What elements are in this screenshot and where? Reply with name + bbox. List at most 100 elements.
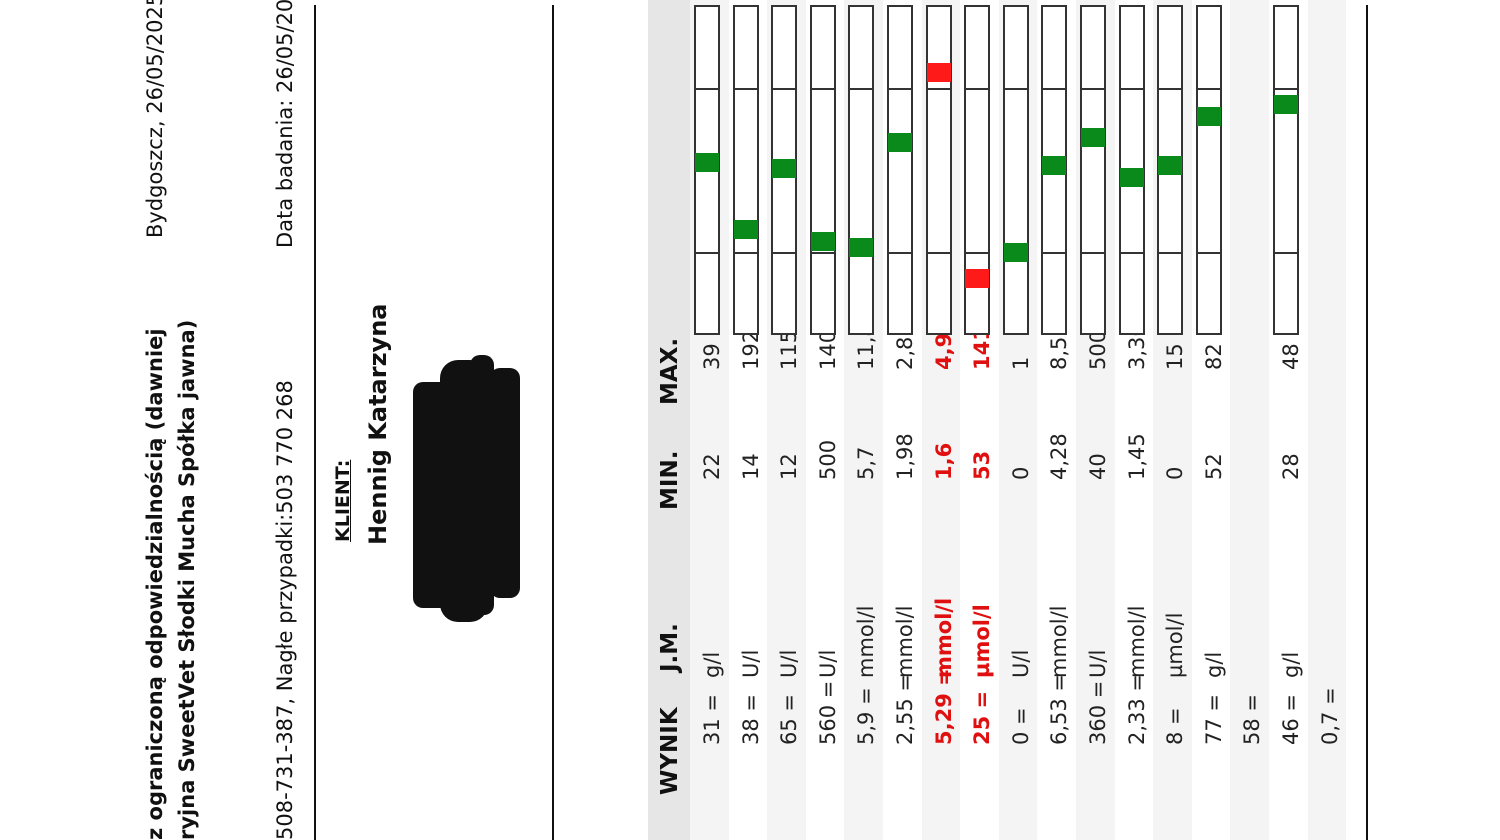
- range-min-line: [1157, 252, 1184, 254]
- result-marker-normal: [888, 133, 912, 153]
- min-value: 40: [1086, 453, 1110, 480]
- divider-line: [314, 5, 316, 840]
- range-max-line: [1041, 88, 1068, 90]
- result-value: 560 =: [815, 680, 840, 745]
- unit-label: U/l: [738, 649, 763, 678]
- range-max-line: [732, 88, 759, 90]
- range-max-line: [1118, 88, 1145, 90]
- range-max-line: [1080, 88, 1106, 90]
- unit-label: U/l: [1008, 649, 1033, 678]
- range-min-line: [1195, 252, 1222, 254]
- max-value: 39: [700, 343, 724, 370]
- range-bar: [887, 5, 913, 335]
- result-marker-abnormal: [965, 269, 990, 289]
- unit-label: U/l: [815, 649, 840, 678]
- range-bar: [809, 5, 836, 335]
- phone-numbers: 508-731-387, Nagłe przypadki:503 770 268: [273, 380, 297, 840]
- min-value: 1,6: [931, 442, 956, 480]
- range-min-line: [925, 252, 952, 254]
- result-marker-normal: [1158, 156, 1183, 176]
- unit-label: mmol/l: [1124, 605, 1149, 678]
- range-min-line: [694, 252, 720, 254]
- range-min-line: [1118, 252, 1145, 254]
- max-value: 500: [1086, 329, 1110, 370]
- column-header-jm: J.M.: [657, 623, 683, 672]
- min-value: 12: [777, 453, 802, 480]
- result-marker-normal: [1196, 106, 1221, 126]
- max-value: 15: [1163, 343, 1188, 370]
- min-value: 1,98: [893, 433, 917, 480]
- min-value: 0: [1008, 466, 1033, 480]
- range-min-line: [732, 252, 759, 254]
- max-value: 48: [1279, 343, 1303, 370]
- range-max-line: [771, 88, 798, 90]
- range-max-line: [694, 88, 720, 90]
- result-value: 77 =: [1201, 694, 1226, 745]
- unit-label: µmol/l: [970, 604, 995, 678]
- result-marker-normal: [772, 159, 797, 179]
- divider-line: [1366, 5, 1368, 840]
- unit-label: g/l: [700, 651, 724, 678]
- result-value: 2,55 =: [893, 673, 917, 745]
- result-value: 46 =: [1279, 694, 1303, 745]
- result-marker-normal: [1003, 243, 1028, 262]
- max-value: 82: [1201, 343, 1226, 370]
- result-value: 6,53 =: [1047, 673, 1072, 745]
- min-value: 500: [815, 439, 840, 480]
- range-bar: [1273, 5, 1299, 335]
- result-marker-normal: [1119, 167, 1144, 187]
- min-value: 22: [700, 453, 724, 480]
- range-min-line: [1041, 252, 1068, 254]
- result-value: 360 =: [1086, 680, 1110, 745]
- min-value: 52: [1201, 453, 1226, 480]
- result-value: 38 =: [738, 694, 763, 745]
- column-header-wynik: WYNIK: [657, 707, 683, 795]
- range-max-line: [964, 88, 991, 90]
- range-max-line: [887, 88, 913, 90]
- range-max-line: [1195, 88, 1222, 90]
- unit-label: U/l: [777, 649, 802, 678]
- result-value: 31 =: [700, 694, 724, 745]
- unit-label: µmol/l: [1163, 612, 1188, 678]
- max-value: 115: [777, 329, 802, 370]
- range-max-line: [848, 88, 875, 90]
- result-value: 58 =: [1240, 694, 1265, 745]
- place-date: Bydgoszcz, 26/05/2025: [143, 0, 167, 238]
- min-value: 0: [1163, 466, 1188, 480]
- row-stripe: [1230, 0, 1269, 840]
- min-value: 4,28: [1047, 433, 1072, 480]
- min-value: 1,45: [1124, 433, 1149, 480]
- range-min-line: [964, 252, 991, 254]
- result-marker-normal: [1274, 95, 1298, 115]
- result-marker-normal: [733, 220, 758, 240]
- client-label: KLIENT:: [332, 459, 354, 542]
- unit-label: mmol/l: [854, 605, 879, 678]
- client-name: Hennig Katarzyna: [364, 303, 392, 546]
- divider-line: [552, 5, 554, 840]
- range-bar: [1080, 5, 1106, 335]
- range-max-line: [1157, 88, 1184, 90]
- result-value: 8 =: [1163, 707, 1188, 745]
- range-min-line: [1080, 252, 1106, 254]
- range-min-line: [887, 252, 913, 254]
- range-bar: [1195, 5, 1222, 335]
- range-max-line: [1002, 88, 1029, 90]
- range-min-line: [809, 252, 836, 254]
- result-marker-normal: [1081, 128, 1105, 148]
- result-marker-abnormal: [926, 62, 951, 82]
- range-bar: [925, 5, 952, 335]
- range-max-line: [809, 88, 836, 90]
- max-value: 192: [738, 329, 763, 370]
- min-value: 28: [1279, 453, 1303, 480]
- unit-label: U/l: [1086, 649, 1110, 678]
- column-header-max: MAX.: [657, 337, 683, 405]
- min-value: 14: [738, 453, 763, 480]
- unit-label: g/l: [1201, 651, 1226, 678]
- result-value: 5,9 =: [854, 687, 879, 745]
- range-bar: [848, 5, 875, 335]
- range-min-line: [771, 252, 798, 254]
- range-min-line: [1273, 252, 1299, 254]
- range-max-line: [925, 88, 952, 90]
- table-header-band: [648, 0, 690, 840]
